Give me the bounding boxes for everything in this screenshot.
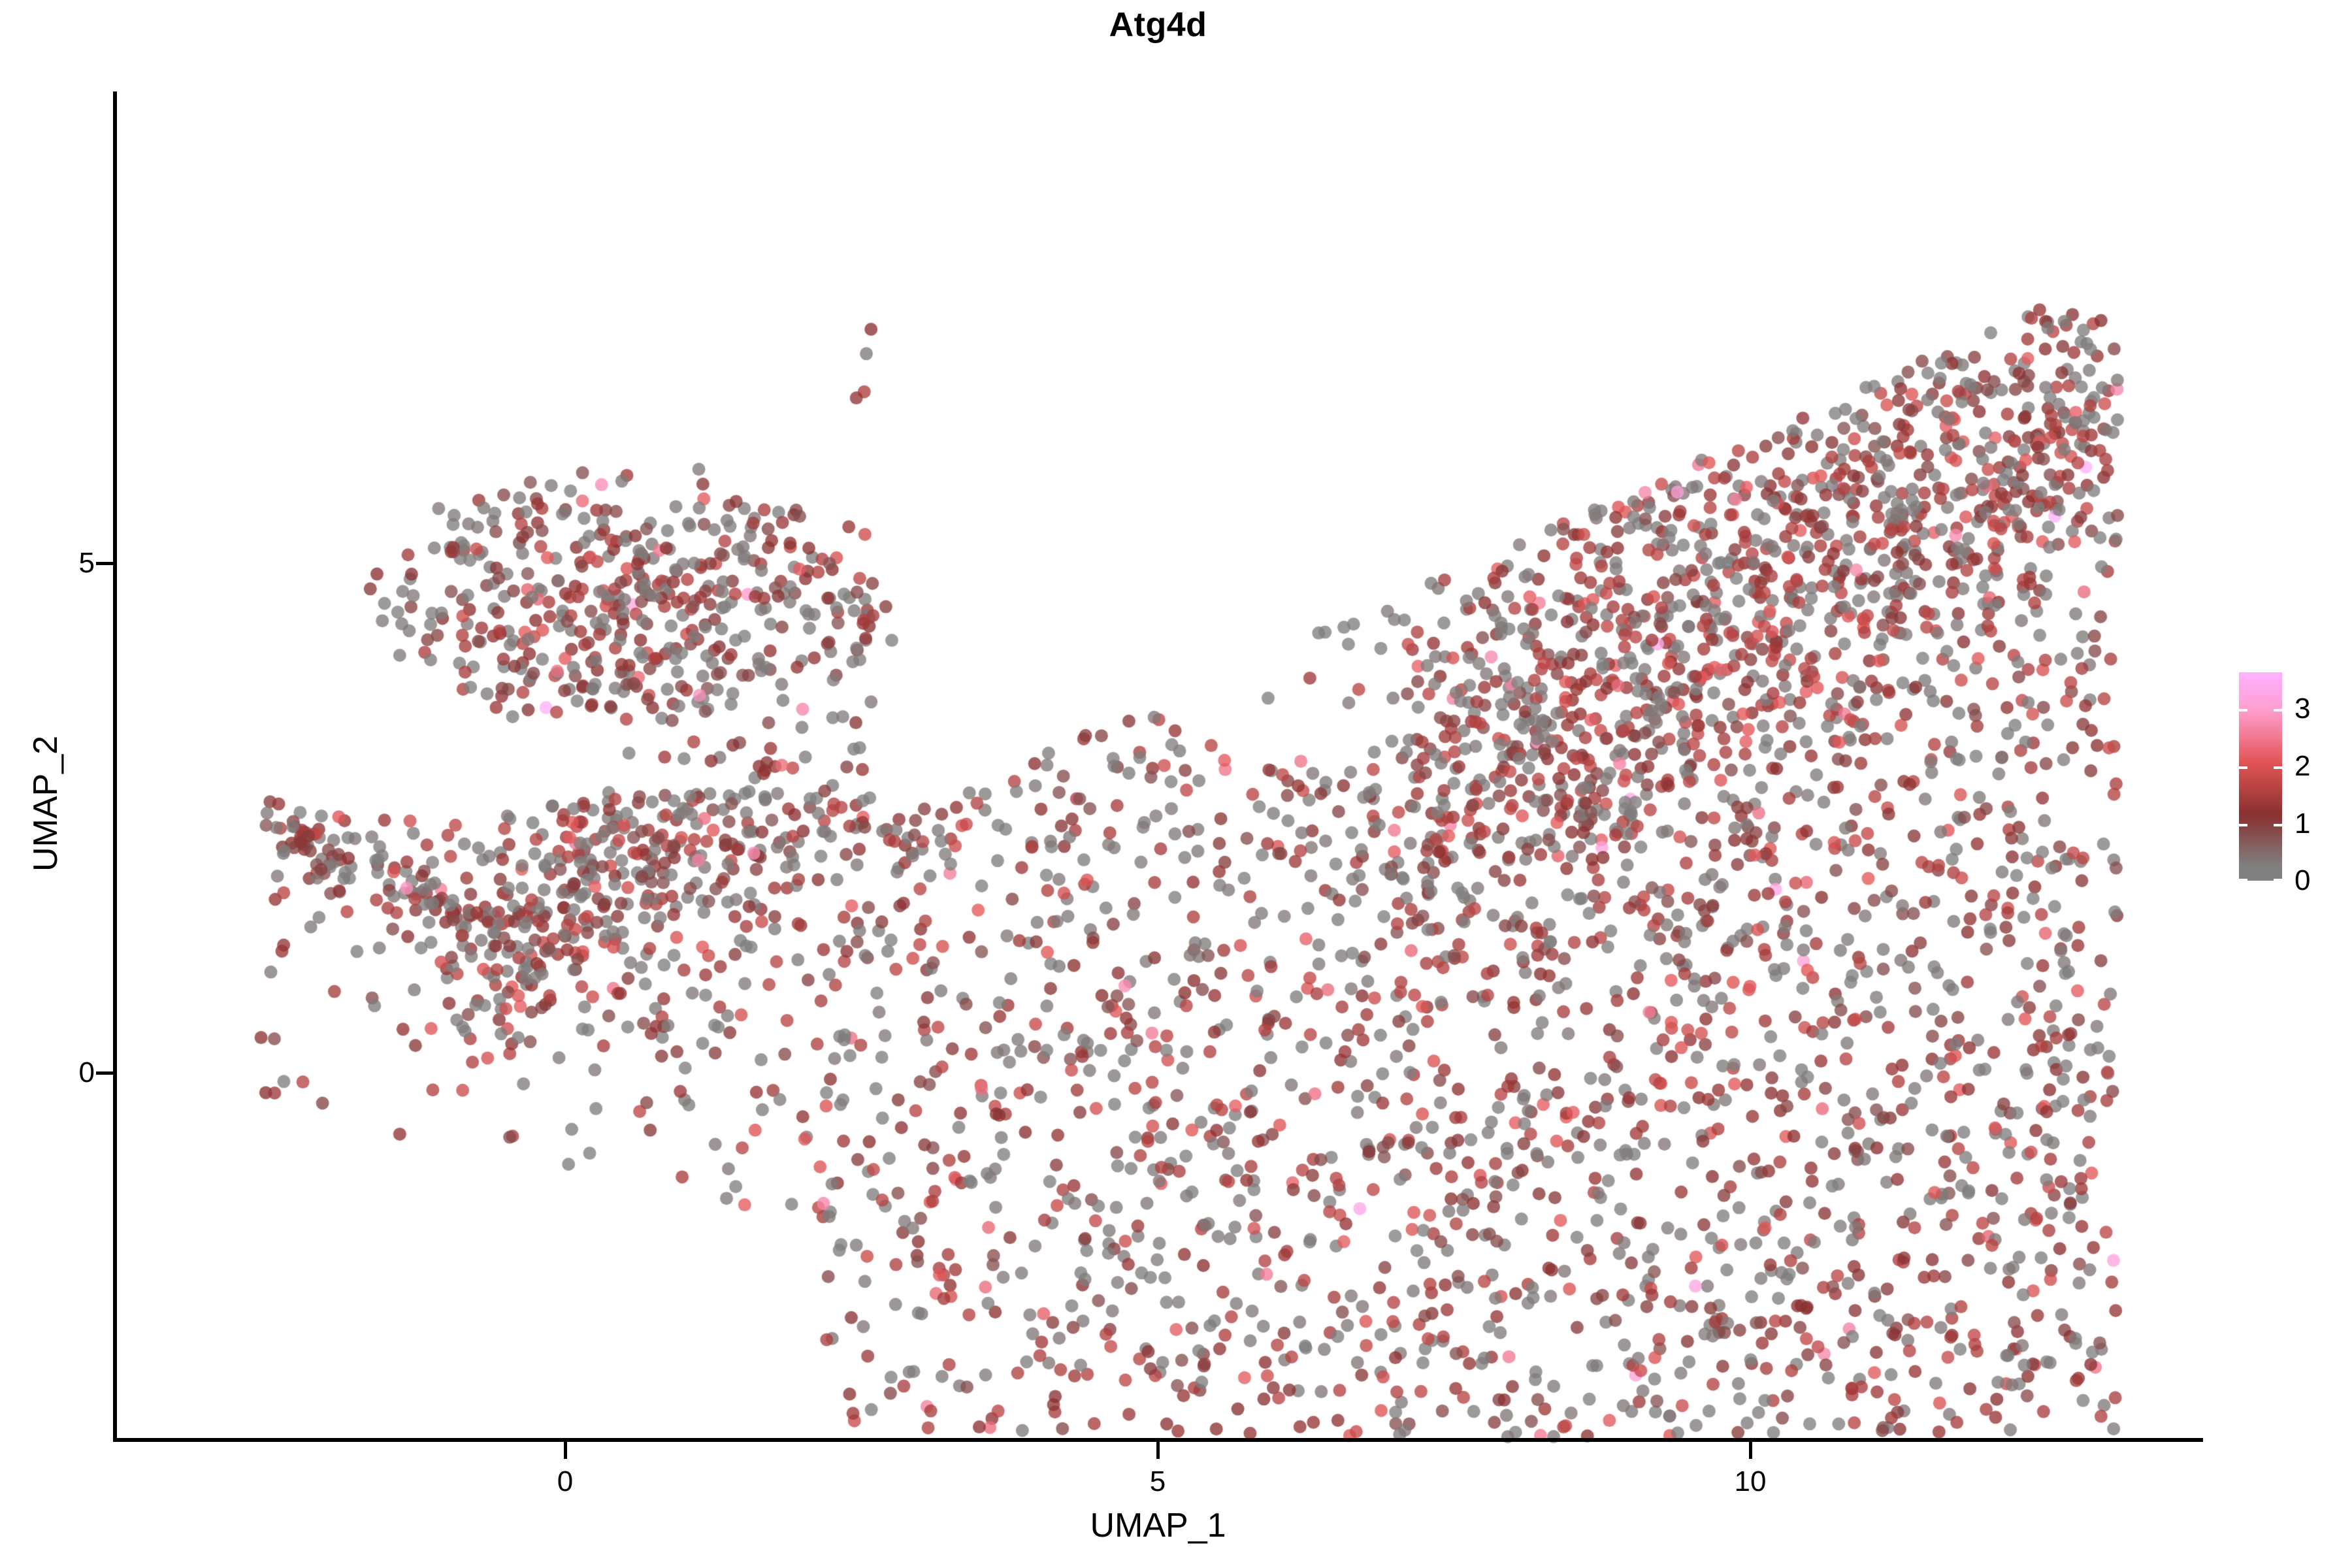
x-axis-line bbox=[113, 1438, 2203, 1442]
colorbar-tick-3-left bbox=[2239, 709, 2247, 711]
colorbar-gradient bbox=[2239, 672, 2282, 881]
colorbar-tick-2-right bbox=[2274, 766, 2282, 769]
colorbar-tick-3-right bbox=[2274, 709, 2282, 711]
x-axis-tick-5 bbox=[1156, 1442, 1160, 1459]
colorbar-tick-0-left bbox=[2239, 879, 2247, 881]
colorbar-label-3: 3 bbox=[2295, 693, 2311, 725]
colorbar-label-0: 0 bbox=[2295, 864, 2311, 896]
y-axis-title: UMAP_2 bbox=[27, 735, 65, 872]
x-axis-ticklabel-0: 0 bbox=[557, 1465, 574, 1497]
x-axis-tick-0 bbox=[564, 1442, 567, 1459]
colorbar-tick-2-left bbox=[2239, 766, 2247, 769]
x-axis-title: UMAP_1 bbox=[1090, 1507, 1226, 1544]
x-axis-ticklabel-10: 10 bbox=[1734, 1465, 1767, 1497]
y-axis-ticklabel-0: 0 bbox=[78, 1056, 95, 1088]
y-axis-ticklabel-5: 5 bbox=[78, 547, 95, 579]
colorbar-tick-1-right bbox=[2274, 824, 2282, 826]
colorbar-label-2: 2 bbox=[2295, 750, 2311, 782]
y-axis-line bbox=[113, 91, 117, 1442]
y-axis-tick-0 bbox=[96, 1071, 113, 1075]
y-axis-tick-5 bbox=[96, 562, 113, 565]
x-axis-tick-10 bbox=[1749, 1442, 1752, 1459]
colorbar-label-1: 1 bbox=[2295, 808, 2311, 840]
colorbar-tick-1-left bbox=[2239, 824, 2247, 826]
x-axis-ticklabel-5: 5 bbox=[1149, 1465, 1166, 1497]
colorbar-tick-0-right bbox=[2274, 879, 2282, 881]
colorbar-legend bbox=[2239, 672, 2282, 881]
